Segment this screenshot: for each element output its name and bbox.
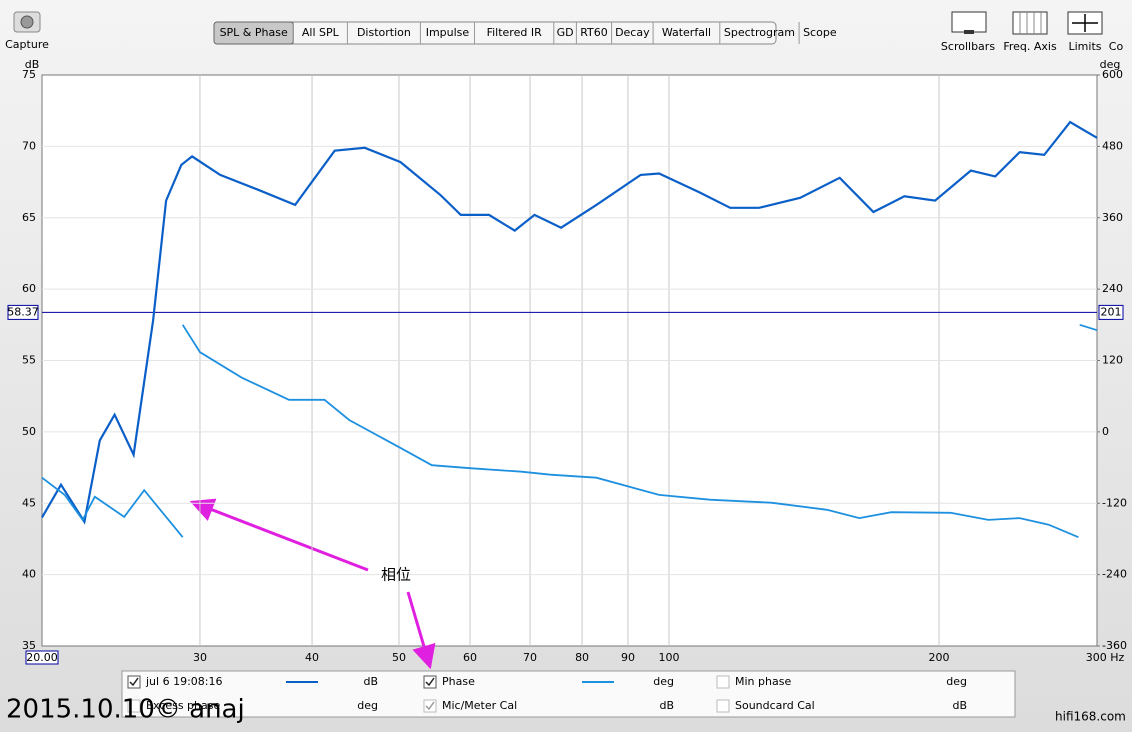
- x-tick-label: 50: [392, 651, 406, 664]
- limits-icon[interactable]: [1067, 11, 1103, 35]
- x-tick-label: 90: [621, 651, 635, 664]
- y-tick-label: 50: [22, 425, 36, 438]
- y2-tick-label: -360: [1102, 639, 1127, 652]
- x-tick-label: 300 Hz: [1086, 651, 1125, 664]
- toolbar-button-label[interactable]: Scrollbars: [941, 40, 995, 53]
- toolbar-button-label[interactable]: Freq. Axis: [1003, 40, 1057, 53]
- legend-label: Excess phase: [146, 699, 220, 712]
- tab[interactable]: Waterfall: [662, 26, 711, 39]
- tab[interactable]: RT60: [580, 26, 608, 39]
- tab[interactable]: Impulse: [426, 26, 470, 39]
- y2-tick-label: 360: [1102, 211, 1123, 224]
- y2-tick-label: 600: [1102, 68, 1123, 81]
- x-tick-label: 70: [523, 651, 537, 664]
- legend-unit: dB: [952, 699, 967, 712]
- checkbox[interactable]: [423, 699, 437, 713]
- checkbox[interactable]: [716, 699, 730, 713]
- checkbox[interactable]: [127, 675, 141, 689]
- y2-tick-label: -120: [1102, 496, 1127, 509]
- annotation-arrows: [189, 498, 436, 670]
- legend-unit: dB: [659, 699, 674, 712]
- toolbar-button-label[interactable]: Co: [1109, 40, 1124, 53]
- legend-unit: dB: [363, 675, 378, 688]
- y-tick-label: 45: [22, 496, 36, 509]
- tab[interactable]: Decay: [615, 26, 650, 39]
- x-tick-label: 60: [463, 651, 477, 664]
- legend-label: Soundcard Cal: [735, 699, 815, 712]
- tab[interactable]: Distortion: [357, 26, 411, 39]
- capture-label[interactable]: Capture: [5, 38, 49, 51]
- y-tick-label: 55: [22, 354, 36, 367]
- checkbox[interactable]: [423, 675, 437, 689]
- y2-tick-label: -240: [1102, 568, 1127, 581]
- x-tick-label: 200: [929, 651, 950, 664]
- y-tick-label: 35: [22, 639, 36, 652]
- x-tick-label: 80: [575, 651, 589, 664]
- tab[interactable]: Filtered IR: [487, 26, 542, 39]
- checkbox[interactable]: [716, 675, 730, 689]
- y2-tick-label: 0: [1102, 425, 1109, 438]
- legend-label: Min phase: [735, 675, 791, 688]
- series-line: [41, 120, 1098, 525]
- cursor-box: [1098, 304, 1124, 320]
- y2-tick-label: 120: [1102, 354, 1123, 367]
- y2-tick-label: 480: [1102, 139, 1123, 152]
- x-limit-box: [25, 650, 59, 665]
- toolbar-button-label[interactable]: Limits: [1069, 40, 1102, 53]
- tab[interactable]: All SPL: [302, 26, 340, 39]
- x-tick-label: 20.00: [26, 651, 58, 664]
- legend-unit: deg: [653, 675, 674, 688]
- tab[interactable]: SPL & Phase: [220, 26, 288, 39]
- x-tick-label: 100: [659, 651, 680, 664]
- freq-axis-icon[interactable]: [1012, 11, 1048, 35]
- cursor-y2-label: 201: [1101, 305, 1122, 318]
- tab[interactable]: Spectrogram: [724, 26, 795, 39]
- tab[interactable]: GD: [557, 26, 574, 39]
- watermark: 2015.10.10© anaj: [6, 695, 245, 725]
- series-line: [41, 323, 1098, 539]
- capture-icon[interactable]: [13, 11, 41, 33]
- cursor-box: [7, 304, 39, 320]
- legend-label: Mic/Meter Cal: [442, 699, 517, 712]
- y-tick-label: 60: [22, 282, 36, 295]
- x-tick-label: 40: [305, 651, 319, 664]
- scrollbars-icon[interactable]: [951, 11, 987, 34]
- tab[interactable]: Scope: [803, 26, 837, 39]
- checkmark: [425, 677, 435, 687]
- checkmark: [425, 701, 435, 711]
- y-tick-label: 70: [22, 139, 36, 152]
- legend-panel: [121, 670, 1016, 718]
- y2-axis-label: deg: [1100, 58, 1121, 71]
- checkbox[interactable]: [127, 699, 141, 713]
- y-tick-label: 75: [22, 68, 36, 81]
- checkmark: [129, 677, 139, 687]
- cursor-y-label: 58.37: [7, 305, 39, 318]
- legend-unit: deg: [946, 675, 967, 688]
- y2-tick-label: 240: [1102, 282, 1123, 295]
- x-tick-label: 30: [193, 651, 207, 664]
- watermark: hifi168.com: [1055, 710, 1126, 724]
- legend-label: jul 6 19:08:16: [145, 675, 222, 688]
- legend-label: Phase: [442, 675, 475, 688]
- y-axis-label: dB: [25, 58, 40, 71]
- legend-unit: deg: [357, 699, 378, 712]
- y-tick-label: 65: [22, 211, 36, 224]
- y-tick-label: 40: [22, 568, 36, 581]
- annotation: 相位: [381, 566, 411, 584]
